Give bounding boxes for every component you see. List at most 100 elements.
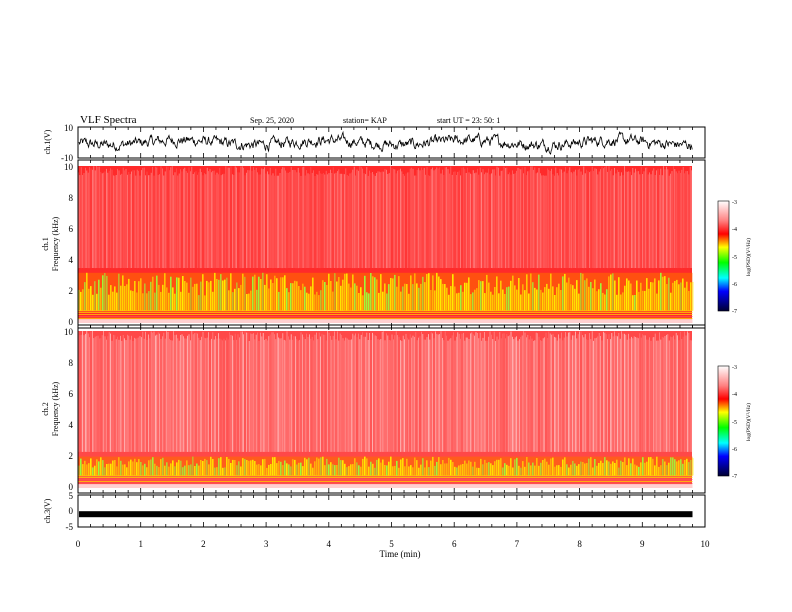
spectrogram-column [304, 175, 306, 269]
spectrogram-band-cell [170, 463, 172, 476]
spectrogram-band-cell [500, 280, 502, 311]
spectrogram-band-cell [246, 460, 248, 476]
spectrogram-column [430, 169, 432, 268]
spectrogram-column [327, 174, 328, 268]
spectrogram-column [99, 166, 100, 269]
spectrogram-column [640, 337, 642, 452]
x-tick-label: 5 [389, 539, 394, 549]
spectrogram-column [345, 168, 347, 268]
spectrogram-band-cell [506, 464, 508, 476]
ch2-cb-tick: -6 [732, 447, 737, 453]
spectrogram-band-cell [518, 465, 520, 476]
spectrogram-column [674, 339, 676, 452]
spectrogram-band-cell [240, 284, 242, 311]
spectrogram-band-cell [686, 458, 688, 476]
spectrogram-band-cell [86, 464, 88, 476]
spectrogram-band-cell [202, 274, 204, 311]
spectrogram-band-cell [86, 272, 88, 311]
spectrogram-band-cell [382, 459, 384, 476]
spectrogram-column [524, 167, 526, 269]
spectrogram-band-cell [118, 273, 120, 311]
spectrogram-band-cell [188, 465, 190, 476]
spectrogram-column [299, 172, 300, 268]
spectrogram-column [598, 171, 600, 268]
spectrogram-column [663, 337, 664, 452]
ch1-waveform-panel: 10 -10 ch.1(V) [43, 123, 706, 163]
spectrogram-column [120, 335, 121, 452]
spectrogram-column [276, 333, 278, 452]
spectrogram-band-cell [436, 461, 438, 476]
spectrogram-column [610, 339, 611, 452]
spectrogram-column [152, 167, 153, 269]
spectrogram-band-cell [396, 286, 398, 311]
spectrogram-column [663, 166, 664, 269]
spectrogram-band-cell [258, 276, 260, 311]
spectrogram-band-cell [572, 285, 574, 311]
ch1-colorbar-gradient [717, 200, 730, 312]
spectrogram-column [369, 333, 370, 452]
spectrogram-band-cell [460, 464, 462, 476]
spectrogram-column [624, 166, 625, 269]
spectrogram-column [86, 331, 88, 452]
spectrogram-column [547, 338, 548, 452]
spectrogram-column [415, 332, 417, 452]
spectrogram-column [334, 173, 335, 268]
spectrogram-column [302, 334, 303, 452]
spectrogram-column [188, 167, 190, 268]
spectrogram-band-cell [426, 274, 428, 311]
spectrogram-column [633, 172, 635, 269]
spectrogram-band-cell [234, 288, 236, 311]
spectrogram-column [688, 174, 690, 268]
spectrogram-column [226, 166, 228, 269]
spectrogram-band-cell [572, 460, 574, 476]
spectrogram-band-cell [318, 458, 320, 476]
spectrogram-column [426, 337, 428, 452]
spectrogram-column [169, 338, 170, 452]
spectrogram-band-cell [322, 456, 324, 476]
spectrogram-band-cell [472, 292, 474, 311]
spectrogram-band-cell [580, 461, 582, 476]
spectrogram-band-cell [596, 291, 598, 311]
spectrogram-column [167, 166, 169, 268]
spectrogram-band-cell [222, 280, 224, 311]
spectrogram-column [121, 173, 123, 268]
spectrogram-band-cell [514, 285, 516, 311]
spectrogram-column [94, 336, 96, 452]
spectrogram-column [138, 337, 139, 452]
spectrogram-column [92, 331, 93, 452]
spectrogram-column [103, 172, 104, 269]
spectrogram-column [506, 334, 508, 452]
spectrogram-column [239, 172, 240, 269]
station-label: station= KAP [343, 116, 387, 125]
spectrogram-band-cell [348, 283, 350, 311]
spectrogram-band-cell [672, 282, 674, 311]
spectrogram-band-cell [98, 461, 100, 476]
spectrogram-column [509, 172, 510, 268]
spectrogram-column [590, 339, 592, 452]
spectrogram-band-cell [692, 458, 694, 476]
spectrogram-column [317, 339, 319, 452]
spectrogram-column [195, 332, 197, 452]
spectrogram-column [281, 338, 282, 452]
spectrogram-band-cell [288, 464, 290, 476]
spectrogram-column [457, 332, 459, 452]
spectrogram-column [269, 167, 271, 268]
spectrogram-band-cell [204, 295, 206, 311]
spectrogram-column [635, 168, 636, 268]
spectrogram-column [484, 174, 485, 268]
spectrogram-band-cell [524, 466, 526, 476]
spectrogram-column [418, 337, 419, 452]
spectrogram-band-cell [574, 463, 576, 476]
spectrogram-band-cell [432, 456, 434, 476]
spectrogram-band-cell [458, 292, 460, 311]
spectrogram-column [286, 331, 288, 452]
spectrogram-column [201, 172, 202, 269]
spectrogram-column [230, 334, 232, 452]
ch2-spectrogram-xticks [77, 325, 706, 493]
spectrogram-band-cell [156, 275, 158, 311]
spectrogram-column [374, 335, 376, 452]
spectrogram-column [142, 167, 144, 269]
spectrogram-column [577, 334, 579, 452]
spectrogram-column [572, 173, 573, 269]
